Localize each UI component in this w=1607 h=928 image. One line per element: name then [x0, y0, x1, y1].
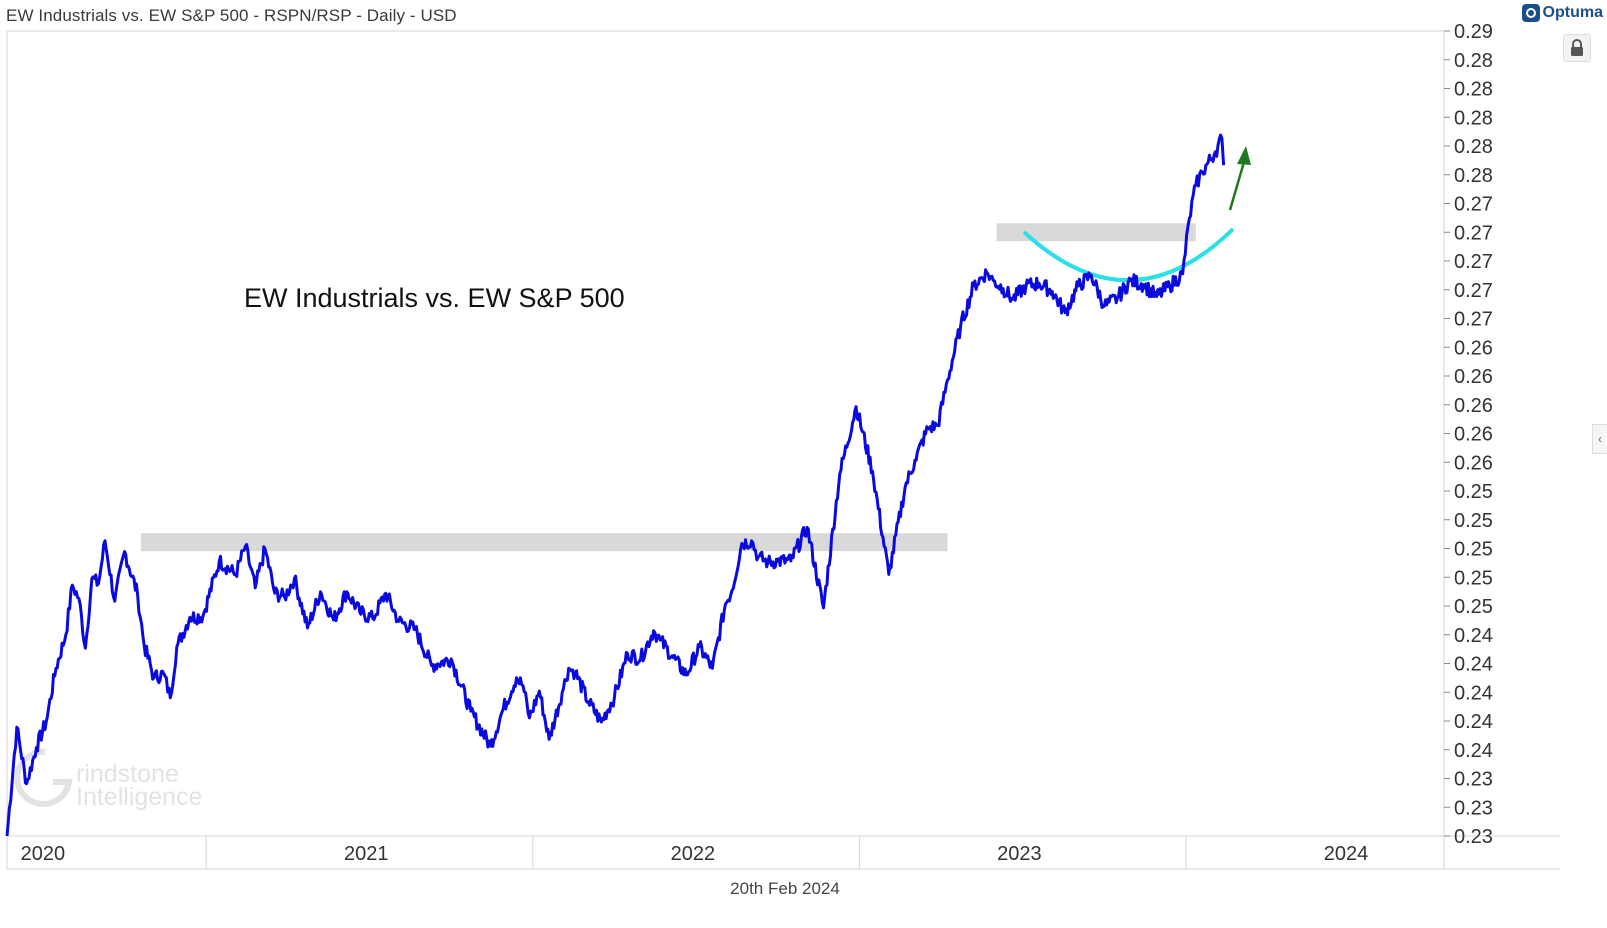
y-tick-label: 0.28	[1454, 50, 1493, 72]
y-tick-label: 0.27	[1454, 280, 1493, 302]
y-tick-label: 0.26	[1454, 424, 1493, 446]
y-tick-label: 0.29	[1454, 21, 1493, 43]
y-tick-label: 0.26	[1454, 395, 1493, 417]
footer-date: 20th Feb 2024	[730, 879, 840, 898]
y-tick-label: 0.25	[1454, 539, 1493, 561]
x-tick-label: 2023	[997, 843, 1042, 865]
x-tick-label: 2024	[1324, 843, 1369, 865]
y-tick-label: 0.24	[1454, 625, 1493, 647]
watermark: rindstone Intelligence	[14, 748, 202, 811]
optuma-logo-icon	[1521, 4, 1540, 22]
brand-logo: Optuma	[1521, 4, 1603, 22]
y-tick-label: 0.26	[1454, 337, 1493, 359]
watermark-logo-mark	[14, 748, 73, 807]
y-tick-label: 0.28	[1454, 165, 1493, 187]
series-line-rspn-rsp	[5, 133, 1226, 837]
y-tick-label: 0.25	[1454, 510, 1493, 532]
y-tick-label: 0.24	[1454, 740, 1493, 762]
y-tick-label: 0.23	[1454, 826, 1493, 848]
y-tick-label: 0.24	[1454, 711, 1493, 733]
y-tick-label: 0.28	[1454, 136, 1493, 158]
resistance-band-2	[996, 223, 1196, 242]
y-tick-label: 0.25	[1454, 481, 1493, 503]
y-tick-label: 0.28	[1454, 107, 1493, 129]
lock-icon	[1571, 39, 1583, 56]
collapse-panel-button[interactable]: ‹	[1592, 424, 1607, 454]
lock-button[interactable]	[1563, 34, 1591, 62]
y-tick-label: 0.23	[1454, 797, 1493, 819]
y-tick-label: 0.27	[1454, 251, 1493, 273]
x-tick-label: 2021	[344, 843, 389, 865]
y-tick-label: 0.27	[1454, 222, 1493, 244]
y-tick-label: 0.27	[1454, 194, 1493, 216]
chevron-left-icon: ‹	[1598, 432, 1602, 446]
chart-annotation-text: EW Industrials vs. EW S&P 500	[244, 283, 625, 313]
watermark-line-1: rindstone	[76, 760, 179, 788]
resistance-band-1	[140, 533, 948, 552]
y-tick-label: 0.25	[1454, 567, 1493, 589]
y-tick-label: 0.26	[1454, 452, 1493, 474]
brand-name: Optuma	[1542, 4, 1603, 21]
plot-border	[6, 30, 1445, 870]
y-tick-label: 0.23	[1454, 769, 1493, 791]
x-tick-label: 2020	[21, 843, 66, 865]
chart-header-title: EW Industrials vs. EW S&P 500 - RSPN/RSP…	[6, 6, 457, 25]
y-tick-label: 0.27	[1454, 309, 1493, 331]
watermark-line-2: Intelligence	[76, 783, 202, 811]
y-tick-label: 0.24	[1454, 682, 1493, 704]
breakout-arrow	[1228, 146, 1251, 211]
y-tick-label: 0.26	[1454, 366, 1493, 388]
y-tick-label: 0.28	[1454, 79, 1493, 101]
x-tick-label: 2022	[671, 843, 716, 865]
y-tick-label: 0.25	[1454, 596, 1493, 618]
y-tick-label: 0.24	[1454, 654, 1493, 676]
